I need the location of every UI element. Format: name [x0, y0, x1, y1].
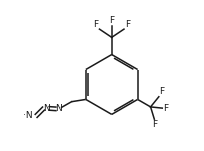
Text: F: F — [159, 87, 164, 96]
Text: F: F — [109, 16, 114, 25]
Text: N: N — [55, 104, 62, 113]
Text: N: N — [43, 104, 50, 113]
Text: ·N: ·N — [23, 111, 33, 120]
Text: F: F — [125, 20, 130, 29]
Text: F: F — [94, 20, 99, 29]
Text: F: F — [152, 120, 157, 129]
Text: F: F — [163, 104, 168, 113]
